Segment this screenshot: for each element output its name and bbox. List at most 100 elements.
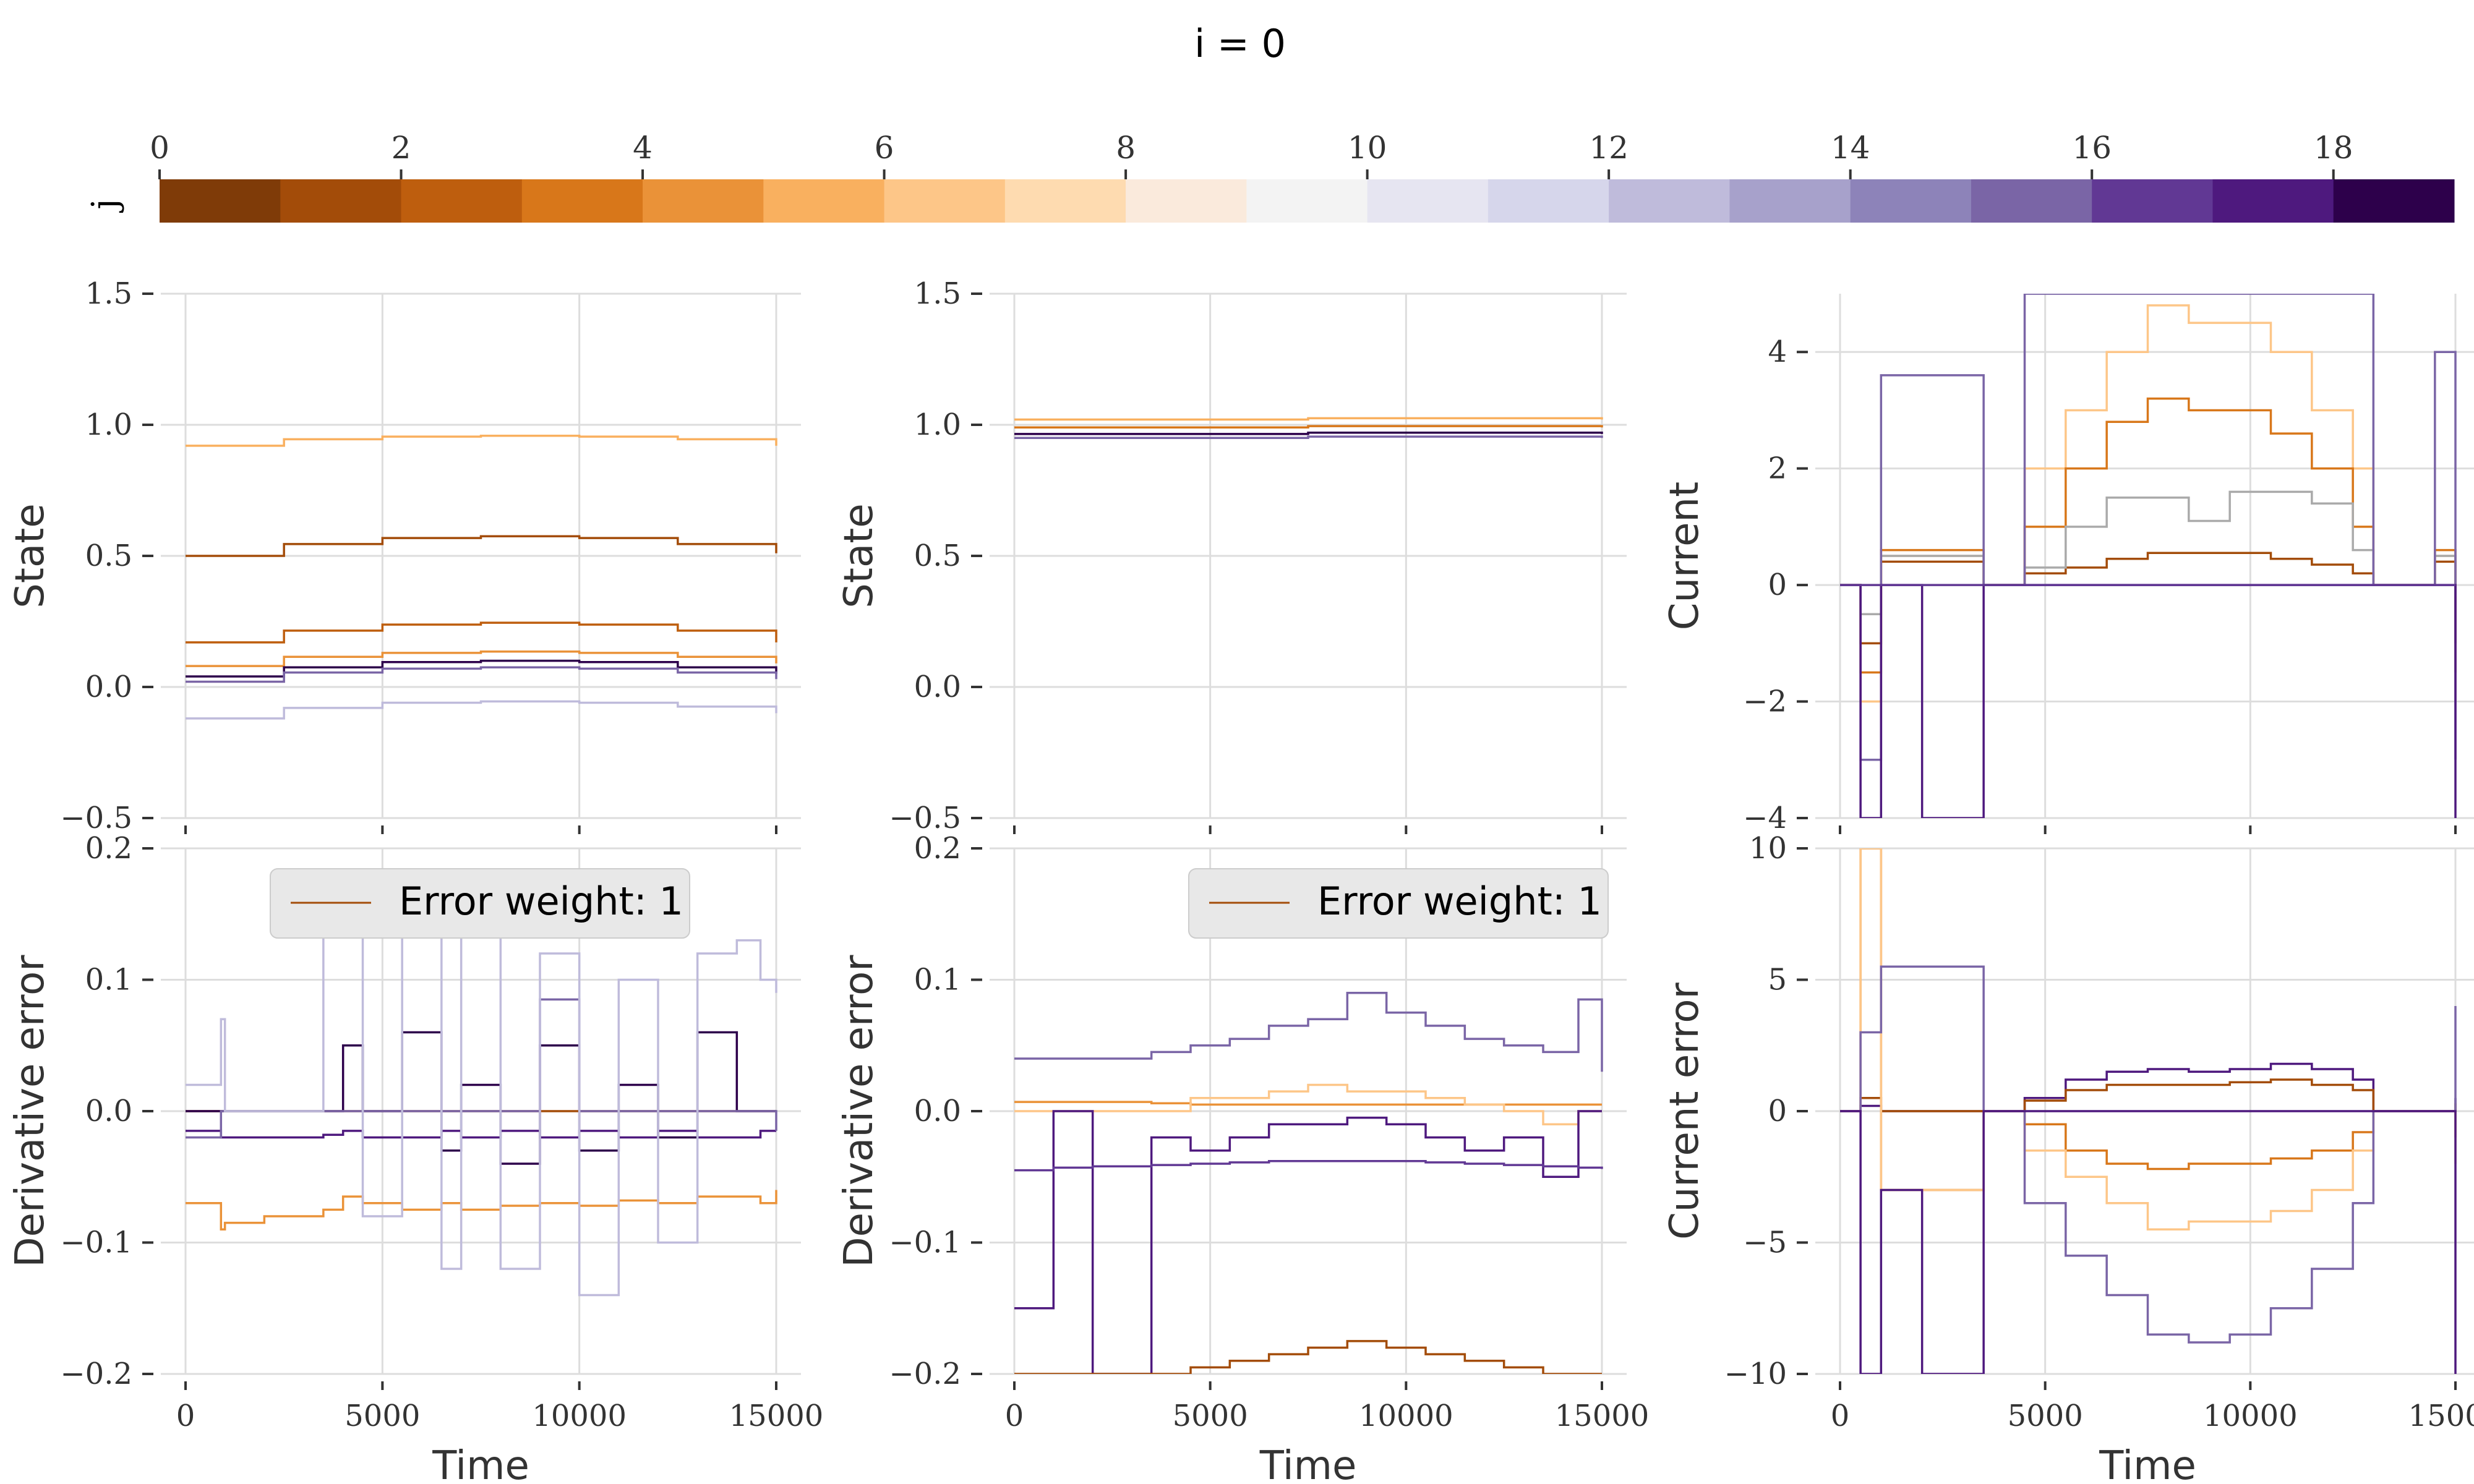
colorbar-tick-label: 2 [392,130,411,166]
y-tick-label: 5 [1768,963,1787,997]
y-axis-label: State [836,503,882,608]
x-tick-label: 5000 [1173,1399,1248,1433]
series-line-1 [1014,1101,1602,1106]
chart-panel-bottom-right: 0 5000 10000 15000 −10 −5 0 5 10 Current error Tim… [1662,831,2474,1484]
x-tick-label: 5000 [345,1399,420,1433]
series-line-5 [186,666,777,683]
y-tick-label: −0.1 [60,1226,132,1260]
series-line-2 [1014,1083,1602,1125]
colorbar-tick-label: 16 [2072,130,2112,166]
colorbar-swatch [2333,179,2455,223]
series-group [1840,294,2457,818]
colorbar-label: j [85,198,125,213]
series-line-2 [1014,431,1603,435]
y-tick-label: 1.0 [85,407,132,442]
colorbar-tick-label: 0 [150,130,169,166]
colorbar-swatch [1004,179,1126,223]
y-tick-label: −10 [1724,1357,1787,1391]
chart-panel-top-middle: −0.5 0.0 0.5 1.0 1.5 State [836,276,1627,835]
x-tick-label: 10000 [1359,1399,1453,1433]
y-tick-label: 0.5 [85,539,132,573]
y-tick-label: 0.2 [85,831,132,866]
y-tick-label: −2 [1743,684,1787,719]
chart-panel-top-left: −0.5 0.0 0.5 1.0 1.5 State [7,276,801,835]
chart-panel-bottom-left: 0 5000 10000 15000 −0.2 −0.1 0.0 0.1 0.2 Derivati… [7,831,823,1484]
colorbar: 0 2 4 6 8 10 12 14 16 18 j [85,130,2455,223]
chart-panel-bottom-middle: 0 5000 10000 15000 −0.2 −0.1 0.0 0.1 0.2 Derivati… [836,831,1649,1484]
x-tick-label: 0 [1831,1399,1850,1433]
series-line-4 [1014,1160,1603,1172]
colorbar-tick-label: 18 [2314,130,2353,166]
series-line-6 [186,700,777,720]
y-tick-label: −5 [1743,1226,1787,1260]
colorbar-swatch [160,179,281,223]
legend-bottom-left: Error weight: 1 [270,868,690,939]
colorbar-swatch [643,179,764,223]
colorbar-tick-label: 12 [1589,130,1629,166]
y-tick-label: −0.2 [60,1357,132,1391]
series-group [1014,417,1603,439]
series-line-5 [1840,1110,2457,1374]
series-line-0 [1014,417,1603,421]
colorbar-swatch [1609,179,1730,223]
legend-label: Error weight: 1 [1317,879,1602,924]
series-line-4 [1840,965,2457,1344]
colorbar-swatch [1850,179,1972,223]
colorbar-swatch [1126,179,1247,223]
x-tick-label: 5000 [2008,1399,2083,1433]
y-tick-label: −0.5 [889,801,961,835]
y-tick-label: 0.0 [914,670,961,704]
series-line-1 [1014,425,1603,429]
colorbar-swatch [280,179,402,223]
y-tick-label: 0.1 [914,963,961,997]
colorbar-swatch [884,179,1006,223]
chart-panel-top-right: −4 −2 0 2 4 Current [1662,294,2474,835]
series-line-1 [1840,1078,2457,1112]
x-tick-label: 10000 [2203,1399,2298,1433]
colorbar-swatch [521,179,643,223]
y-axis-label: Derivative error [836,955,882,1268]
series-line-3 [1014,1110,1602,1374]
y-tick-label: 0.0 [85,670,132,704]
series-group [186,435,777,720]
colorbar-swatch [2092,179,2213,223]
colorbar-tick-label: 10 [1348,130,1387,166]
y-tick-label: −0.5 [60,801,132,835]
colorbar-swatch [1246,179,1368,223]
colorbar-swatch [1487,179,1609,223]
y-tick-label: 10 [1749,831,1787,866]
y-tick-label: 1.0 [914,407,961,442]
series-line-0 [186,435,777,447]
x-axis-label: Time [2099,1443,2196,1484]
colorbar-swatch [1367,179,1489,223]
colorbar-tick-label: 4 [633,130,653,166]
series-line-0 [1014,992,1603,1072]
series-line-2 [186,621,777,644]
y-tick-label: −0.2 [889,1357,961,1391]
y-tick-label: 0.0 [914,1094,961,1128]
colorbar-swatch [763,179,885,223]
x-tick-label: 15000 [2408,1399,2474,1433]
series-line-3 [186,650,777,667]
series-line-1 [186,535,777,557]
x-axis-label: Time [432,1443,529,1484]
colorbar-swatch [1729,179,1851,223]
y-tick-label: −4 [1743,801,1787,835]
y-tick-label: 1.5 [914,276,961,311]
colorbar-tick-label: 6 [875,130,894,166]
colorbar-swatch [401,179,523,223]
series-line-3 [1014,435,1603,439]
series-group [1014,992,1603,1374]
y-tick-label: 0.2 [914,831,961,866]
y-axis-label: Current error [1662,982,1708,1239]
y-tick-label: 0 [1768,568,1787,602]
y-axis-label: State [7,503,53,608]
y-tick-label: 0.1 [85,963,132,997]
x-tick-label: 15000 [729,1399,824,1433]
y-tick-label: −0.1 [889,1226,961,1260]
y-tick-label: 2 [1768,451,1787,486]
colorbar-tick-label: 8 [1116,130,1136,166]
y-axis-label: Derivative error [7,955,53,1268]
series-group [1840,848,2457,1374]
